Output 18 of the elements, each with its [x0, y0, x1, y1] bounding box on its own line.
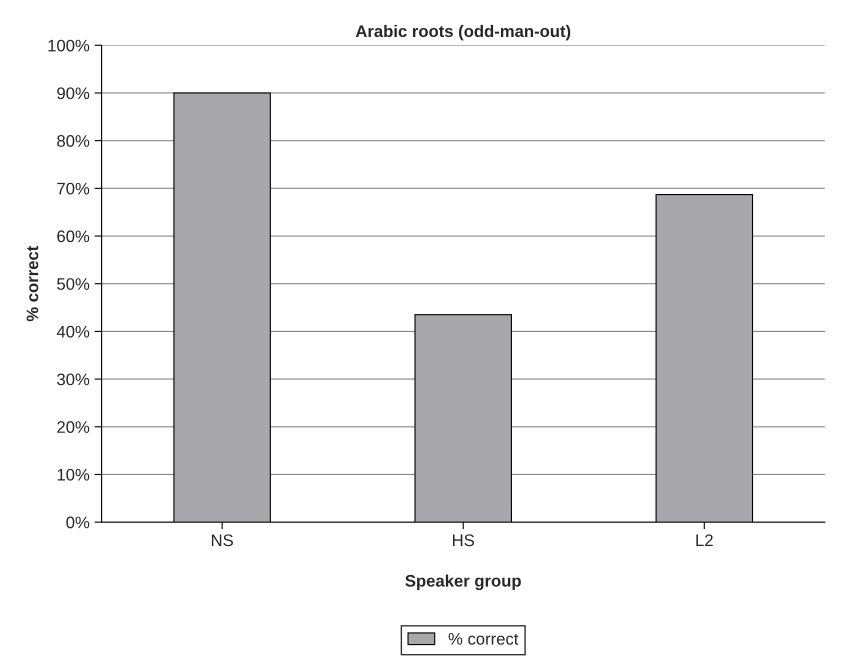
x-tick-label: HS [453, 534, 474, 546]
y-tick-label: 40% [56, 326, 90, 338]
y-tick-label: 10% [58, 468, 90, 481]
y-tick-label: 30% [57, 373, 90, 386]
y-tick-label: 100% [48, 40, 90, 52]
y-tick-label: 90% [57, 87, 90, 100]
y-tick-label: 70% [57, 182, 90, 195]
y-tick-label: 20% [57, 421, 90, 433]
y-tick-label: 60% [57, 230, 90, 242]
y-tick-label: 0% [66, 516, 90, 528]
x-tick-label: L2 [696, 534, 713, 546]
y-tick-label: 50% [57, 278, 90, 290]
legend-label: % correct [448, 633, 518, 645]
y-axis-title: % correct [26, 246, 38, 322]
y-tick-label: 80% [57, 135, 90, 147]
x-axis-title: Speaker group [405, 574, 521, 590]
x-tick-label: NS [212, 534, 233, 546]
chart-title: Arabic roots (odd-man-out) [356, 24, 570, 40]
